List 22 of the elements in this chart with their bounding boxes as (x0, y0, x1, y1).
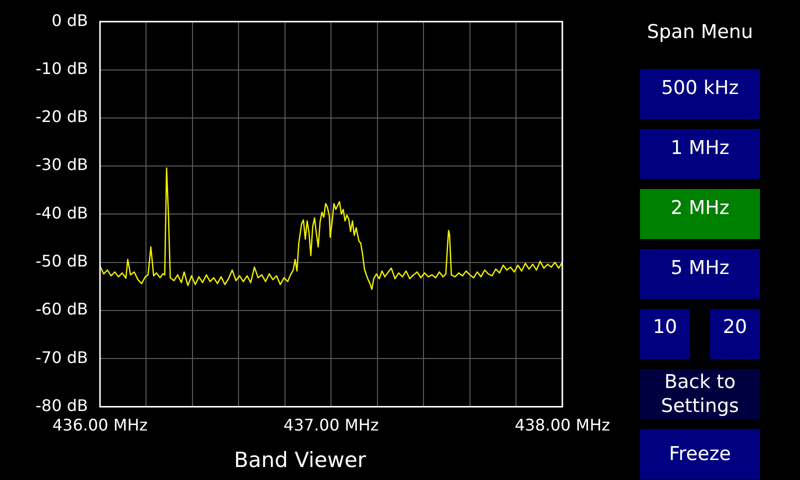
button: 10 (640, 309, 690, 359)
y-tick-label: -20 dB (36, 107, 88, 126)
button: 2 MHz (640, 189, 760, 239)
text: Span Menu (646, 20, 754, 45)
x-tick-label: 436.00 MHz (52, 416, 148, 435)
y-tick-label: 0 dB (52, 10, 88, 30)
button: 1 MHz (640, 129, 760, 179)
x-tick-label: 437.00 MHz (284, 416, 379, 435)
y-tick-label: -10 dB (36, 58, 88, 78)
y-tick-label: -30 dB (36, 155, 88, 174)
button: 5 MHz (640, 249, 760, 299)
y-tick-label: -80 dB (36, 396, 88, 415)
y-tick-label: -70 dB (36, 348, 88, 367)
x-tick-label: 438.00 MHz (514, 416, 610, 435)
button: Back to Settings (640, 369, 760, 419)
y-tick-label: -60 dB (36, 300, 88, 319)
y-tick-label: -50 dB (36, 252, 88, 271)
text: Band Viewer (234, 448, 366, 472)
y-tick-label: -40 dB (36, 203, 88, 222)
button: Freeze (640, 429, 760, 479)
button: 500 kHz (640, 69, 760, 119)
button: 20 (710, 309, 760, 359)
